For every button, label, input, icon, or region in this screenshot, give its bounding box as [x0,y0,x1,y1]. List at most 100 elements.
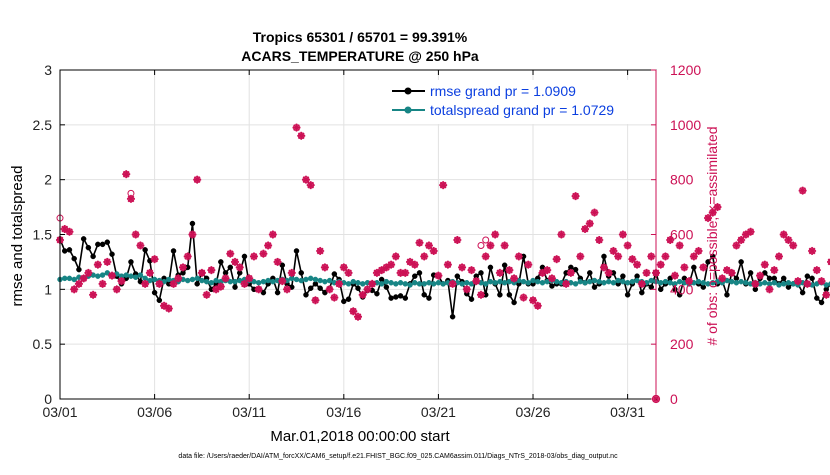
obs-assimilated-marker [614,252,622,260]
obs-assimilated-marker [193,176,201,184]
totalspread-point [270,279,275,284]
totalspread-point [209,280,214,285]
obs-assimilated-marker [444,261,452,269]
totalspread-point [502,280,507,285]
obs-assimilated-marker [680,263,688,271]
obs-assimilated-marker [761,261,769,269]
obs-assimilated-marker [188,231,196,239]
rmse-point [469,297,474,302]
obs-assimilated-marker [595,236,603,244]
obs-assimilated-marker [813,266,821,274]
totalspread-point [464,280,469,285]
totalspread-point [403,281,408,286]
obs-assimilated-marker [226,250,234,258]
y-right-tick-label: 800 [670,172,694,188]
obs-assimilated-marker [203,291,211,299]
obs-assimilated-marker [122,170,130,178]
totalspread-point [739,279,744,284]
obs-assimilated-marker [278,277,286,285]
data-file-footnote: data file: /Users/raeder/DAI/ATM_forcXX/… [178,453,618,460]
totalspread-point [601,280,606,285]
totalspread-point [408,282,413,287]
rmse-point [100,242,105,247]
totalspread-point [72,277,77,282]
totalspread-point [587,279,592,284]
obs-assimilated-marker [643,269,651,277]
obs-assimilated-marker [335,280,343,288]
rmse-point [805,274,810,279]
legend-label-totalspread: totalspread grand pr = 1.0729 [430,102,614,118]
obs-assimilated-marker [510,274,518,282]
obs-assimilated-marker [468,266,476,274]
totalspread-point [658,280,663,285]
rmse-point [346,297,351,302]
totalspread-point [606,279,611,284]
totalspread-point [583,280,588,285]
rmse-point [91,254,96,259]
y-right-tick-label: 400 [670,281,694,297]
obs-assimilated-marker [463,285,471,293]
totalspread-point [781,281,786,286]
x-tick-label: 03/16 [326,404,361,420]
obs-assimilated-marker [259,250,267,258]
obs-assimilated-marker [534,302,542,310]
y-left-tick-label: 0.5 [33,336,53,352]
rmse-point [341,299,346,304]
rmse-point [299,270,304,275]
totalspread-point [152,277,157,282]
obs-assimilated-marker [458,263,466,271]
totalspread-point [630,279,635,284]
totalspread-point [417,281,422,286]
totalspread-point [62,276,67,281]
totalspread-point [185,278,190,283]
obs-assimilated-marker [415,239,423,247]
obs-assimilated-marker [103,258,111,266]
rmse-point [398,293,403,298]
rmse-point [356,286,361,291]
totalspread-point [616,278,621,283]
totalspread-point [620,279,625,284]
obs-assimilated-marker [794,277,802,285]
y-axis-right-label: # of obs: o=possible; ×=assimilated [704,126,720,345]
rmse-point [587,270,592,275]
rmse-point [374,291,379,296]
rmse-point [190,221,195,226]
totalspread-point [526,280,531,285]
rmse-point [724,292,729,297]
totalspread-point [261,279,266,284]
totalspread-point [166,277,171,282]
rmse-point [332,271,337,276]
obs-assimilated-marker [477,291,485,299]
obs-assimilated-marker [108,272,116,280]
obs-assimilated-marker [671,272,679,280]
obs-assimilated-marker [321,263,329,271]
obs-assimilated-marker [184,252,192,260]
obs-assimilated-marker [548,274,556,282]
totalspread-point [597,279,602,284]
rmse-point [497,292,502,297]
rmse-point [152,290,157,295]
totalspread-point [521,279,526,284]
rmse-point [242,254,247,259]
totalspread-point [124,273,129,278]
obs-assimilated-marker [411,261,419,269]
totalspread-point [696,279,701,284]
rmse-point [800,290,805,295]
rmse-point [507,292,512,297]
legend: rmse grand pr = 1.0909 totalspread grand… [385,80,651,124]
totalspread-point [625,280,630,285]
totalspread-point [497,279,502,284]
y-right-tick-label: 1200 [670,62,701,78]
obs-assimilated-marker [756,272,764,280]
rmse-point [620,274,625,279]
totalspread-point [95,274,100,279]
rmse-point [412,274,417,279]
totalspread-point [398,280,403,285]
x-tick-label: 03/06 [137,404,172,420]
rmse-point [403,296,408,301]
rmse-point [157,298,162,303]
obs-assimilated-marker [576,252,584,260]
rmse-point [478,270,483,275]
obs-assimilated-marker [728,269,736,277]
